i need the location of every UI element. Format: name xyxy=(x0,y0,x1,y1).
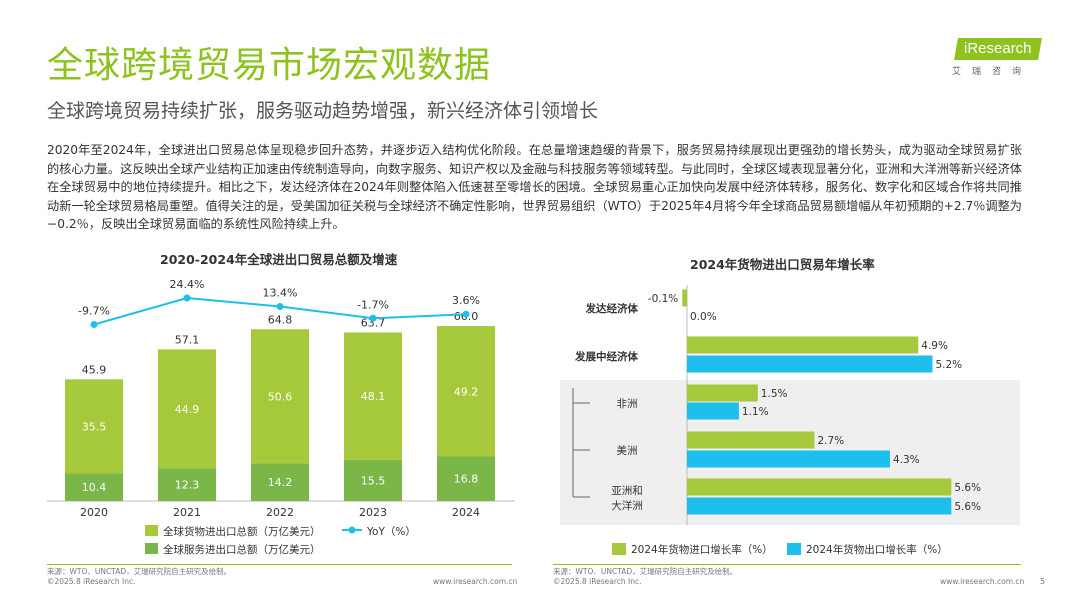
label-services-2022: 14.2 xyxy=(268,476,293,489)
bar-services-2024 xyxy=(437,456,495,501)
label-import-developed: -0.1% xyxy=(648,293,678,305)
page-title: 全球跨境贸易市场宏观数据 xyxy=(47,45,492,86)
yoy-point-2022 xyxy=(276,303,284,311)
x-tick-2022: 2022 xyxy=(266,506,294,519)
legend-export-swatch xyxy=(787,543,801,555)
bar-export-developing xyxy=(687,355,933,373)
legend-services-label: 全球服务进出口总额（万亿美元） xyxy=(163,543,321,556)
body-paragraph: 2020年至2024年，全球进出口贸易总体呈现稳步回升态势，并逐步迈入结构优化阶… xyxy=(47,143,1022,232)
bar-export-africa xyxy=(687,402,739,420)
label-import-americas: 2.7% xyxy=(817,435,844,447)
x-tick-2021: 2021 xyxy=(173,506,201,519)
yoy-point-2020 xyxy=(90,321,98,328)
label-total-2021: 57.1 xyxy=(175,333,200,346)
label-total-2023: 63.7 xyxy=(361,316,386,329)
label-services-2021: 12.3 xyxy=(175,479,200,492)
label-export-developed: 0.0% xyxy=(690,311,717,323)
bar-export-asia-oceania xyxy=(687,497,952,515)
x-tick-2023: 2023 xyxy=(359,506,387,519)
bar-import-asia-oceania xyxy=(687,478,952,496)
label-goods-2021: 44.9 xyxy=(175,403,200,416)
footer-divider-left xyxy=(47,564,512,565)
bar-goods-2021 xyxy=(158,349,216,469)
category-label-asia-oceania: 亚洲和大洋洲 xyxy=(611,485,643,512)
bar-export-americas xyxy=(687,450,890,468)
bar-import-developing xyxy=(687,336,919,354)
bar-services-2022 xyxy=(251,463,309,501)
label-total-2020: 45.9 xyxy=(82,363,107,376)
legend-services-swatch xyxy=(145,543,158,554)
legend-yoy-label: YoY（%） xyxy=(366,526,416,538)
label-goods-2023: 48.1 xyxy=(361,390,386,403)
yoy-point-2024 xyxy=(462,310,470,318)
label-import-africa: 1.5% xyxy=(761,388,788,400)
legend-yoy-marker xyxy=(348,526,356,534)
category-label-developed: 发达经济体 xyxy=(585,302,639,315)
x-tick-2024: 2024 xyxy=(452,506,480,519)
label-goods-2024: 49.2 xyxy=(454,385,479,398)
iresearch-logo: iResearch 艾瑞咨询 xyxy=(948,30,1042,77)
right-chart-title: 2024年货物进出口贸易年增长率 xyxy=(690,257,875,272)
yoy-point-2021 xyxy=(183,294,191,302)
page-subtitle: 全球跨境贸易持续扩张，服务驱动趋势增强，新兴经济体引领增长 xyxy=(47,100,599,122)
source-note-left: 来源：WTO、UNCTAD，艾瑞研究院自主研究及绘制。 xyxy=(47,567,232,576)
bar-services-2023 xyxy=(344,459,402,501)
website-left: www.iresearch.com.cn xyxy=(433,577,518,586)
source-note-right: 来源：WTO、UNCTAD，艾瑞研究院自主研究及绘制。 xyxy=(553,567,738,576)
label-export-americas: 4.3% xyxy=(893,454,920,466)
copyright-left: ©2025.8 iResearch Inc. xyxy=(47,577,136,586)
x-tick-2020: 2020 xyxy=(80,506,108,519)
category-label-americas: 美洲 xyxy=(617,444,638,457)
yoy-label-2021: 24.4% xyxy=(170,278,205,291)
bar-goods-2024 xyxy=(437,326,495,457)
bar-goods-2022 xyxy=(251,329,309,464)
bar-services-2021 xyxy=(158,468,216,501)
page-number: 5 xyxy=(1040,577,1046,586)
copyright-right: ©2025.8 iResearch Inc. xyxy=(553,577,642,586)
legend-import-swatch xyxy=(612,543,626,555)
yoy-label-2024: 3.6% xyxy=(452,294,480,307)
label-services-2020: 10.4 xyxy=(82,481,107,494)
label-services-2023: 15.5 xyxy=(361,474,386,487)
label-export-asia-oceania: 5.6% xyxy=(954,501,981,513)
bar-goods-2020 xyxy=(65,379,123,474)
bar-services-2020 xyxy=(65,473,123,501)
bar-import-developed xyxy=(682,289,687,307)
category-label-africa: 非洲 xyxy=(617,398,638,410)
legend-export-label: 2024年货物出口增长率（%） xyxy=(806,543,948,556)
website-right: www.iresearch.com.cn xyxy=(940,577,1025,586)
label-goods-2020: 35.5 xyxy=(82,420,107,433)
logo-cn-text: 艾瑞咨询 xyxy=(952,67,1033,77)
label-services-2024: 16.8 xyxy=(454,473,479,486)
label-export-africa: 1.1% xyxy=(742,406,769,418)
legend-goods-swatch xyxy=(145,525,158,536)
label-goods-2022: 50.6 xyxy=(268,390,293,403)
label-total-2022: 64.8 xyxy=(268,313,293,326)
left-chart-title: 2020-2024年全球进出口贸易总额及增速 xyxy=(160,252,398,267)
bar-import-africa xyxy=(687,384,758,402)
yoy-label-2020: -9.7% xyxy=(78,305,110,318)
yoy-label-2023: -1.7% xyxy=(357,298,389,311)
category-label-developing: 发展中经济体 xyxy=(574,350,638,363)
label-export-developing: 5.2% xyxy=(935,359,962,371)
legend-import-label: 2024年货物进口增长率（%） xyxy=(631,543,773,556)
label-import-developing: 4.9% xyxy=(921,340,948,352)
yoy-label-2022: 13.4% xyxy=(263,287,298,300)
label-import-asia-oceania: 5.6% xyxy=(954,482,981,494)
footer-divider-right xyxy=(553,564,1021,565)
legend-goods-label: 全球货物进出口总额（万亿美元） xyxy=(163,525,321,538)
bar-import-americas xyxy=(687,431,815,449)
bar-goods-2023 xyxy=(344,332,402,460)
yoy-point-2023 xyxy=(369,314,377,322)
